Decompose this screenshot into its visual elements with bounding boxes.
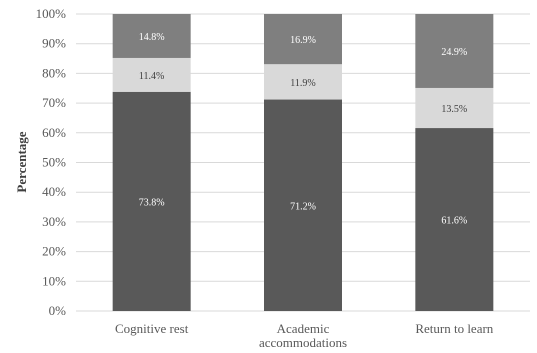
bar-segment <box>112 57 191 92</box>
data-labels: 73.8% 11.4% 14.8% 71.2% 11.9% 16.9% 61.6% 13.5%… <box>139 32 468 227</box>
bar-segment <box>264 64 342 100</box>
y-tick-label: 60% <box>42 125 66 140</box>
x-axis-categories: Cognitive rest Academic accommodations Retu… <box>115 321 494 350</box>
data-label: 73.8% <box>139 197 165 208</box>
y-tick-label: 70% <box>42 95 66 110</box>
bar-segment <box>415 14 494 88</box>
y-tick-label: 40% <box>42 184 66 199</box>
y-tick-label: 90% <box>42 36 66 51</box>
y-tick-label: 100% <box>36 6 67 21</box>
data-label: 24.9% <box>441 47 467 58</box>
bar-segment <box>112 91 191 312</box>
y-axis-label: Percentage <box>14 131 29 192</box>
y-tick-label: 20% <box>42 244 66 259</box>
y-axis-ticks: 0% 10% 20% 30% 40% 50% 60% 70% 80% 90% 100% <box>36 6 67 318</box>
x-category-label: Return to learn <box>415 321 493 336</box>
y-tick-label: 30% <box>42 214 66 229</box>
y-tick-label: 50% <box>42 155 66 170</box>
y-tick-label: 10% <box>42 273 66 288</box>
x-category-label-line: Academic <box>277 321 330 336</box>
bar-segment <box>264 99 342 311</box>
data-label: 16.9% <box>290 35 316 46</box>
bar-segment <box>415 128 494 311</box>
data-label: 11.4% <box>139 71 164 82</box>
data-label: 61.6% <box>441 216 467 227</box>
data-label: 14.8% <box>139 32 165 43</box>
x-category-label-line: accommodations <box>259 335 347 350</box>
y-tick-label: 80% <box>42 65 66 80</box>
data-label: 71.2% <box>290 201 316 212</box>
bar-segment <box>264 14 342 65</box>
x-category-label-line: Cognitive rest <box>115 321 189 336</box>
x-category-label: Cognitive rest <box>115 321 189 336</box>
bar-segment <box>112 14 191 58</box>
y-tick-label: 0% <box>49 303 67 318</box>
data-label: 13.5% <box>441 104 467 115</box>
x-category-label-line: Return to learn <box>415 321 493 336</box>
data-label: 11.9% <box>290 78 315 89</box>
x-category-label: Academic accommodations <box>259 321 347 350</box>
bar-segment <box>415 87 494 129</box>
bars <box>112 14 494 312</box>
